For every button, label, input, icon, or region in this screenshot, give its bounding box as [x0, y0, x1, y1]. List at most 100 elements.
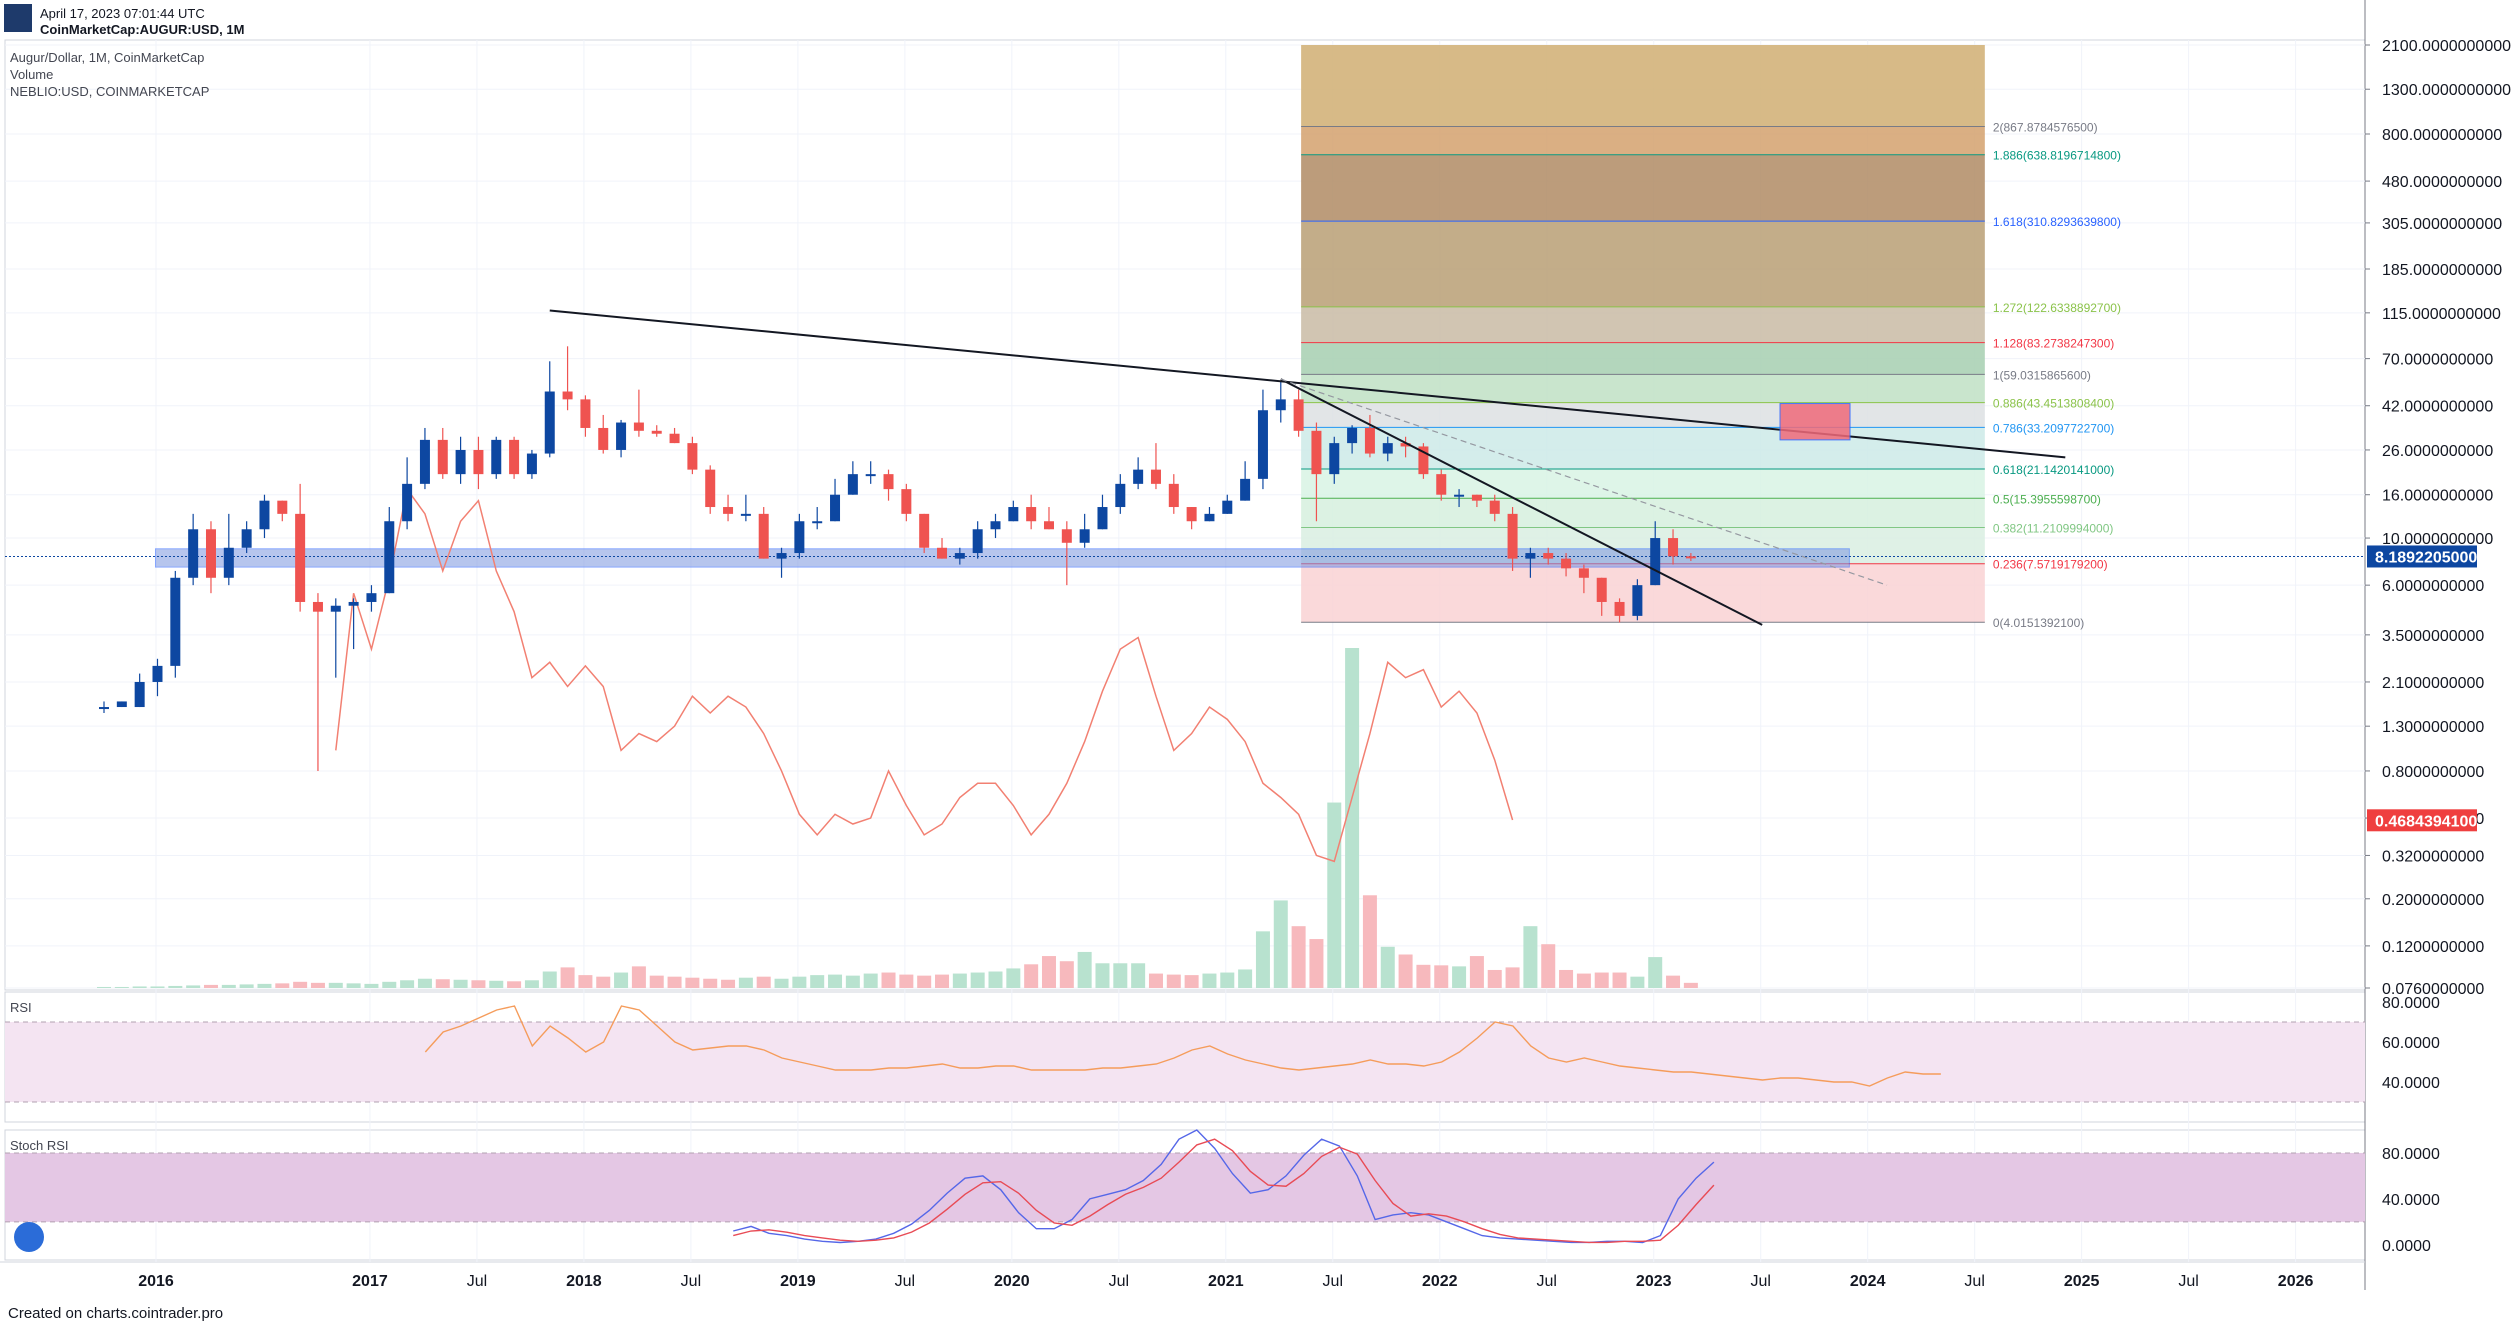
time-tick-label: Jul [1964, 1273, 1984, 1290]
volume-bar [596, 976, 611, 988]
volume-bar [1148, 973, 1163, 988]
candle-body [223, 547, 234, 578]
stoch-rsi-pane[interactable] [5, 1129, 2365, 1244]
main-pane-frame [4, 39, 2366, 991]
volume-bar [845, 975, 860, 988]
fib-level-label: 1.272(122.6338892700) [1993, 301, 2121, 315]
legend-volume: Volume [10, 67, 54, 82]
candle-body [1471, 494, 1482, 501]
fib-zone [1301, 563, 1985, 623]
fib-zone [1301, 402, 1985, 428]
rsi-tick-label: 40.0000 [2382, 1075, 2440, 1092]
legend-symbol: Augur/Dollar, 1M, CoinMarketCap [10, 50, 205, 65]
volume-bar [417, 978, 432, 988]
fib-level-label: 0.236(7.5719179200) [1993, 558, 2108, 572]
stoch-tick-label: 0.0000 [2382, 1238, 2431, 1255]
price-tick-label: 42.0000000000 [2382, 399, 2493, 416]
volume-bar [899, 974, 914, 988]
candle-body [152, 665, 163, 682]
volume-bars [97, 648, 1698, 988]
candle-body [705, 469, 716, 508]
header-date: April 17, 2023 07:01:44 UTC [40, 6, 205, 21]
stoch-rsi-label: Stoch RSI [10, 1138, 69, 1153]
rsi-pane[interactable] [5, 1005, 2365, 1103]
candle-body [259, 500, 270, 530]
candle-body [1329, 443, 1340, 475]
candle-body [1632, 585, 1643, 616]
trendlines[interactable] [549, 309, 2066, 626]
fib-level-label: 1(59.0315865600) [1993, 368, 2091, 382]
candle-body [1382, 443, 1393, 454]
fibonacci-extension[interactable]: 0(4.0151392100) 0.236(7.5719179200) 0.382(… [1301, 45, 2121, 630]
neblio-overlay-line [335, 487, 1514, 863]
price-tick-label: 16.0000000000 [2382, 488, 2493, 505]
logo-icon [4, 4, 32, 32]
candle-body [1561, 558, 1572, 569]
price-tick-label: 0.0760000000 [2382, 981, 2484, 998]
candle-body [1364, 427, 1375, 454]
overlay-series [335, 487, 1514, 863]
fib-level-label: 0.786(33.2097722700) [1993, 421, 2114, 435]
volume-bar [1487, 969, 1502, 988]
volume-bar [917, 975, 932, 988]
price-tick-label: 6.0000000000 [2382, 578, 2484, 595]
stoch-tick-label: 40.0000 [2382, 1192, 2440, 1209]
candle-body [1150, 469, 1161, 484]
volume-bar [257, 983, 272, 988]
candle-body [740, 513, 751, 516]
candle-body [1436, 474, 1447, 495]
volume-bar [738, 977, 753, 988]
volume-bar [988, 971, 1003, 988]
volume-bar [578, 975, 593, 988]
volume-bar [1273, 900, 1288, 988]
fib-zone [1301, 469, 1985, 499]
fib-level-label: 1.886(638.8196714800) [1993, 149, 2121, 163]
fib-zone-top [1301, 45, 1985, 127]
candle-body [134, 681, 145, 708]
price-tick-label: 70.0000000000 [2382, 352, 2493, 369]
candle-body [491, 439, 502, 475]
volume-bar [435, 979, 450, 988]
candle-body [972, 529, 983, 554]
fib-level-label: 0.382(11.2109994000) [1993, 522, 2114, 536]
volume-bar [649, 975, 664, 988]
price-tick-label: 0.8000000000 [2382, 764, 2484, 781]
candle-body [776, 553, 787, 559]
volume-bar [1523, 926, 1538, 988]
candle-body [170, 577, 181, 666]
volume-bar [1683, 982, 1698, 988]
support-zone[interactable] [5, 548, 2365, 568]
volume-bar [1255, 931, 1270, 988]
candle-body [580, 399, 591, 428]
price-tick-label: 3.5000000000 [2382, 628, 2484, 645]
fib-level-label: 2(867.8784576500) [1993, 120, 2098, 134]
volume-bar [382, 981, 397, 988]
volume-bar [935, 974, 950, 988]
volume-bar [1166, 974, 1181, 988]
volume-bar [1095, 963, 1110, 988]
candle-body [1596, 577, 1607, 602]
candle-body [1525, 553, 1536, 559]
candle-body [1454, 494, 1465, 497]
volume-bar [774, 978, 789, 988]
fib-level-label: 0.5(15.3955598700) [1993, 492, 2101, 506]
candle-body [669, 433, 680, 444]
price-tick-label: 10.0000000000 [2382, 531, 2493, 548]
volume-bar [828, 974, 843, 988]
time-tick-label: 2019 [780, 1273, 816, 1290]
time-axis[interactable]: 2016 2017 Jul 2018 Jul 2019 Jul 2020 Jul 2021 Jul 2… [138, 1273, 2313, 1290]
price-axis[interactable]: 2100.0000000000 1300.0000000000 800.000000… [2365, 38, 2511, 1255]
candle-body [1507, 513, 1518, 559]
price-tick-label: 305.0000000000 [2382, 216, 2502, 233]
volume-bar [524, 980, 539, 988]
time-tick-label: Jul [1537, 1273, 1557, 1290]
volume-bar [1541, 944, 1556, 988]
candle-body [1543, 553, 1554, 559]
volume-bar [1041, 956, 1056, 988]
candle-body [1186, 507, 1197, 522]
rsi-tick-label: 80.0000 [2382, 995, 2440, 1012]
stoch-d-series [733, 1138, 1715, 1244]
legend-overlay: NEBLIO:USD, COINMARKETCAP [10, 84, 210, 99]
fib-level-label: 0.618(21.1420141000) [1993, 463, 2114, 477]
